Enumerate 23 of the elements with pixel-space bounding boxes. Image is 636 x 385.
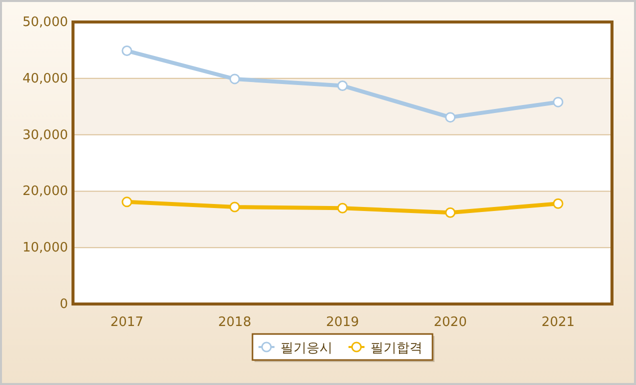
x-tick-label: 2019	[326, 315, 360, 330]
x-tick-label: 2020	[434, 315, 467, 330]
y-tick-label: 20,000	[22, 184, 68, 200]
y-tick-label: 0	[60, 297, 68, 312]
point	[337, 80, 348, 91]
point	[337, 202, 348, 214]
point	[122, 46, 132, 56]
point	[445, 207, 456, 218]
point	[445, 112, 456, 123]
x-tick-label: 2017	[110, 315, 144, 330]
point	[122, 196, 132, 208]
point	[552, 198, 564, 209]
y-tick-label: 30,000	[22, 128, 68, 143]
point	[552, 96, 564, 108]
point	[229, 74, 240, 84]
x-tick-label: 2021	[542, 315, 575, 330]
legend-label: 필기합격	[370, 341, 422, 356]
y-tick-label: 40,000	[22, 71, 68, 86]
legend-label: 필기응시	[280, 341, 332, 356]
y-tick-label: 50,000	[22, 15, 68, 30]
y-tick-label: 10,000	[22, 240, 68, 256]
x-tick-label: 2018	[218, 315, 252, 330]
point	[229, 202, 240, 212]
